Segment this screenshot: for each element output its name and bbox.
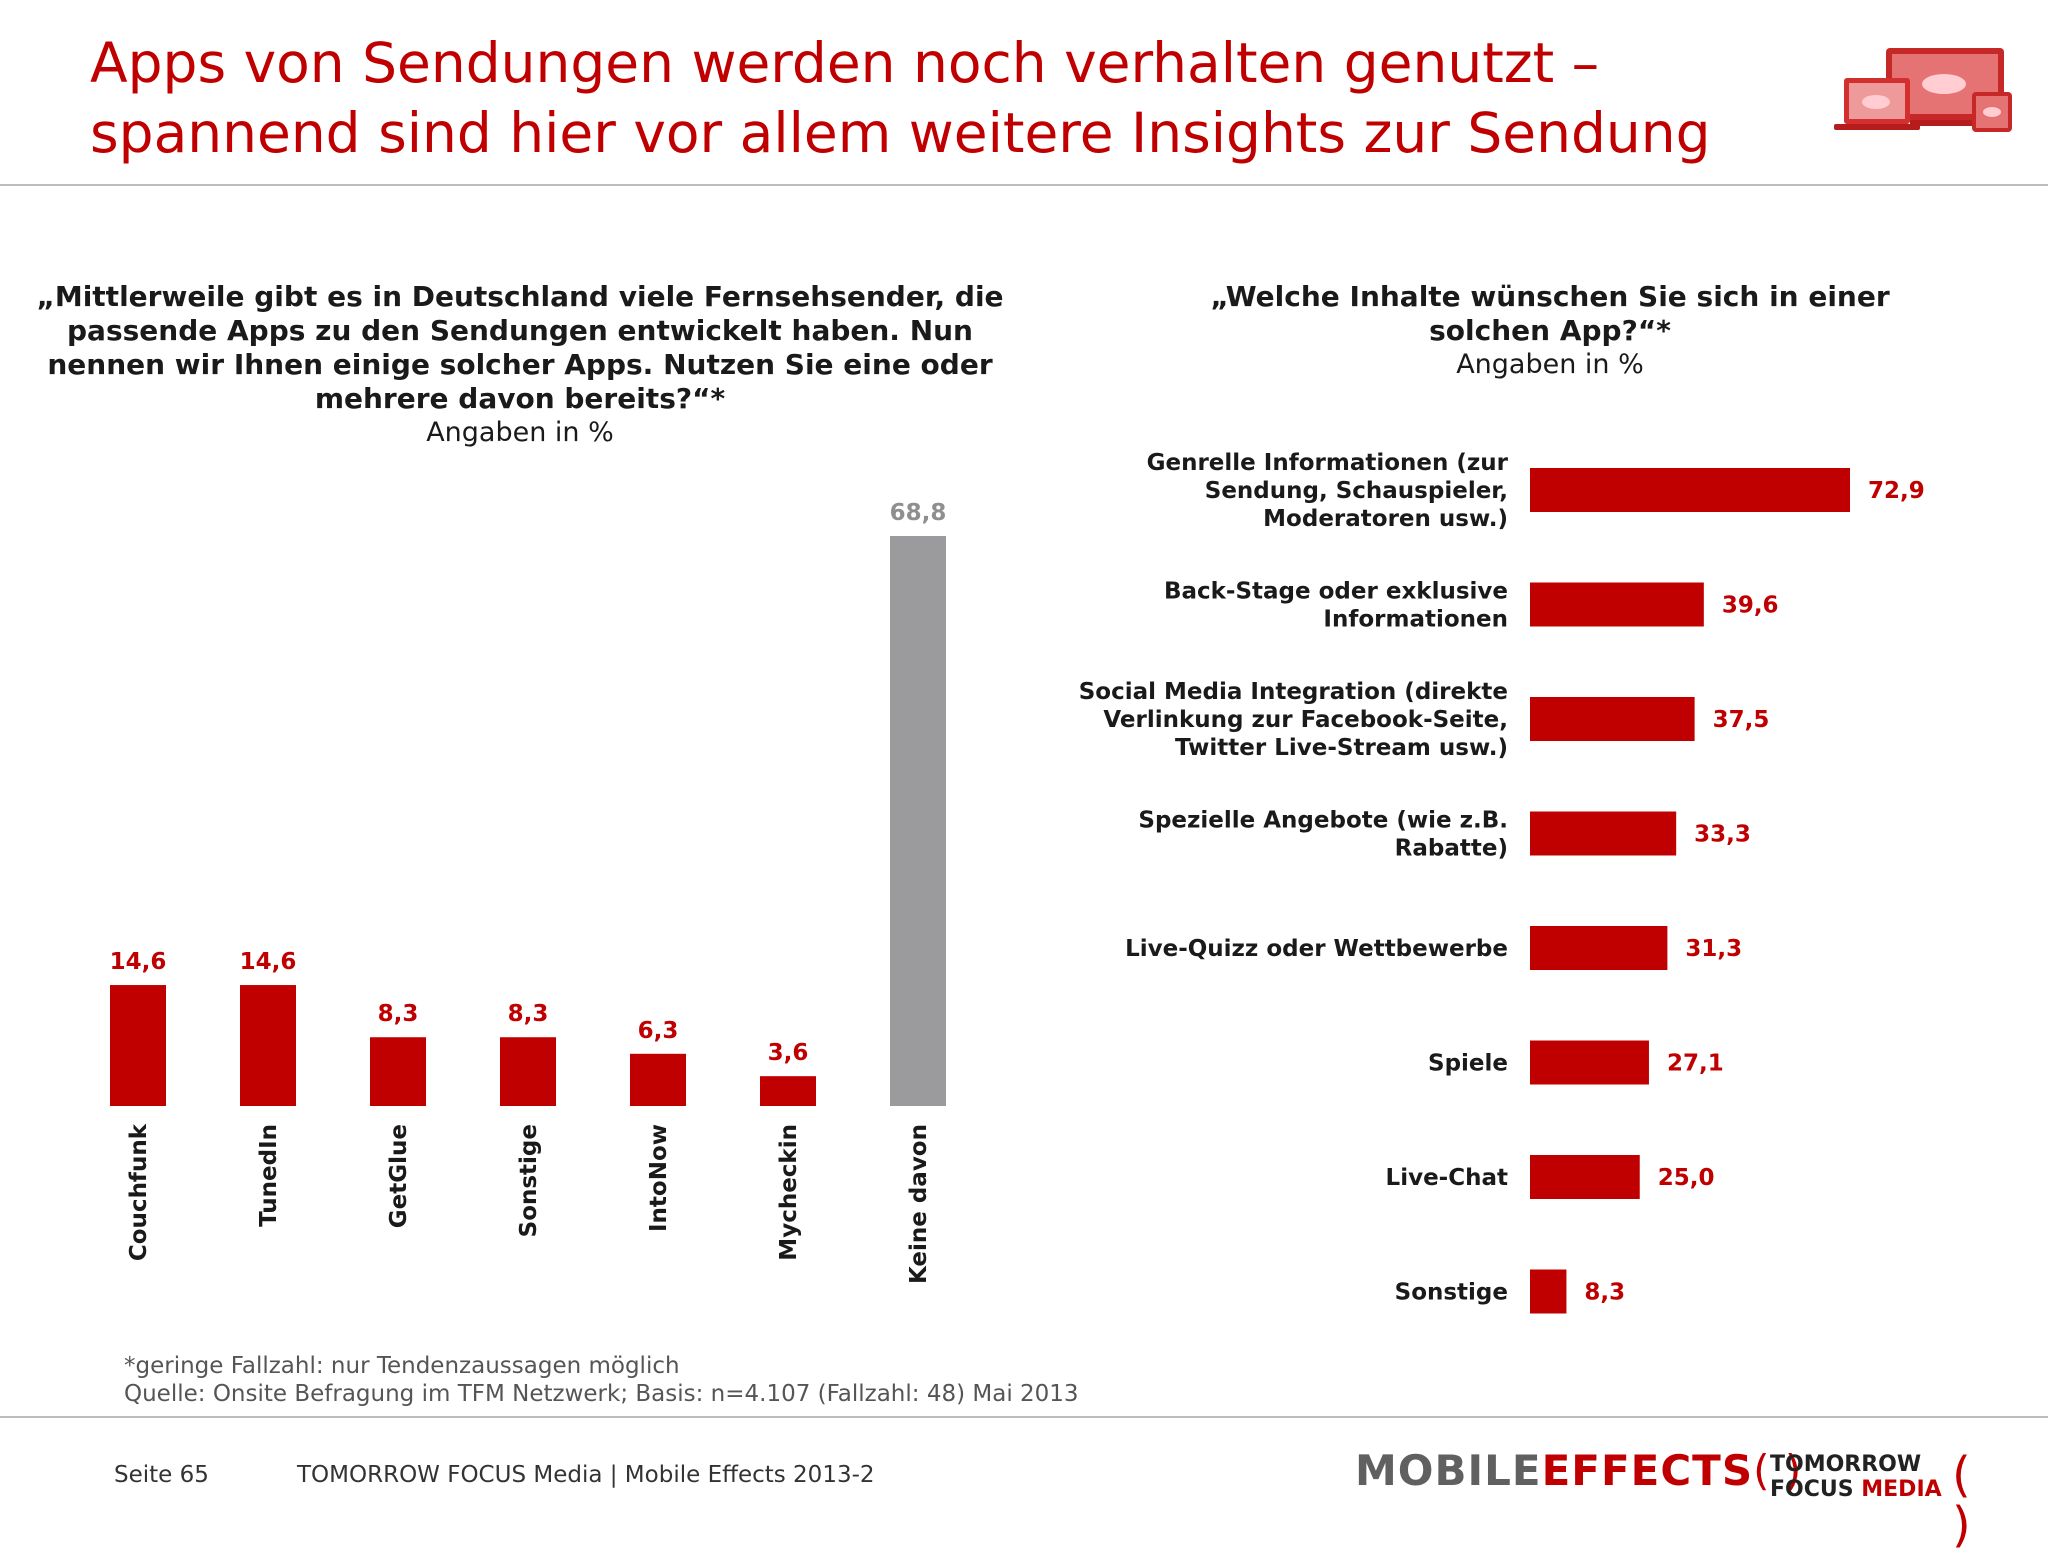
category-label-2: GetGlue <box>386 1124 412 1228</box>
hbar-category-label-0-2: Moderatoren usw.) <box>1263 506 1508 532</box>
left-question-line-4: mehrere davon bereits?“* <box>314 382 726 415</box>
right-question-unit: Angaben in % <box>1456 349 1644 380</box>
hbar-category-label-3-1: Rabatte) <box>1395 836 1508 862</box>
left-chart-question: „Mittlerweile gibt es in Deutschland vie… <box>30 280 1010 450</box>
hbar-category-label-1-1: Informationen <box>1323 607 1508 633</box>
title-line-2: spannend sind hier vor allem weitere Ins… <box>90 101 1711 165</box>
hbar-7 <box>1530 1269 1567 1314</box>
hbar-category-label-6-0: Live-Chat <box>1386 1165 1508 1191</box>
desired-content-bar-chart: 72,9 Genrelle Informationen (zurSendung, … <box>1079 450 1925 1314</box>
devices-logo-icon <box>1834 48 2012 132</box>
footnote-source: Quelle: Onsite Befragung im TFM Netzwerk… <box>124 1381 1079 1407</box>
footer-source: TOMORROW FOCUS Media | Mobile Effects 20… <box>297 1462 875 1488</box>
hbar-category-label-0-1: Sendung, Schauspieler, <box>1205 478 1508 504</box>
mobile-effects-logo: MOBILEEFFECTS( ) <box>1355 1446 1802 1495</box>
app-usage-bar-chart: 14,6 Couchfunk 14,6 TunedIn 8,3 GetGlue 8,3 Son… <box>110 500 947 1284</box>
hbar-category-label-2-1: Verlinkung zur Facebook-Seite, <box>1103 707 1508 733</box>
tfm-paren-icon: ( ) <box>1952 1447 1971 1553</box>
brand-paren-icon: ( ) <box>1753 1446 1803 1495</box>
hbar-value-label-4: 31,3 <box>1685 936 1742 962</box>
hbar-category-label-4-0: Live-Quizz oder Wettbewerbe <box>1125 936 1508 962</box>
bar-value-label-3: 8,3 <box>508 1001 549 1027</box>
category-label-5: Mycheckin <box>776 1124 802 1261</box>
hbar-0 <box>1530 468 1850 512</box>
page-number: Seite 65 <box>114 1462 209 1488</box>
hbar-value-label-1: 39,6 <box>1722 593 1779 619</box>
bar-value-label-1: 14,6 <box>240 949 297 975</box>
category-label-4: IntoNow <box>646 1124 672 1232</box>
tomorrow-focus-media-logo: TOMORROW FOCUS MEDIA ( ) <box>1770 1450 1971 1550</box>
hbar-value-label-5: 27,1 <box>1667 1051 1724 1077</box>
hbar-value-label-3: 33,3 <box>1694 822 1751 848</box>
title-line-1: Apps von Sendungen werden noch verhalten… <box>90 31 1600 95</box>
right-chart-question: „Welche Inhalte wünschen Sie sich in ein… <box>1100 280 2000 382</box>
hbar-value-label-6: 25,0 <box>1658 1165 1715 1191</box>
category-label-1: TunedIn <box>256 1124 282 1227</box>
bar-value-label-2: 8,3 <box>378 1001 419 1027</box>
tfm-media: MEDIA <box>1861 1477 1942 1502</box>
hbar-1 <box>1530 582 1704 627</box>
hbar-category-label-1-0: Back-Stage oder exklusive <box>1164 579 1508 605</box>
brand-mobile: MOBILE <box>1355 1446 1542 1495</box>
left-question-line-1: „Mittlerweile gibt es in Deutschland vie… <box>36 280 1004 313</box>
hbar-value-label-2: 37,5 <box>1713 707 1770 733</box>
bar-3 <box>500 1037 556 1106</box>
left-question-line-3: nennen wir Ihnen einige solcher Apps. Nu… <box>47 348 993 381</box>
hbar-3 <box>1530 811 1677 856</box>
hbar-category-label-2-0: Social Media Integration (direkte <box>1079 679 1508 705</box>
bar-2 <box>370 1037 426 1106</box>
hbar-category-label-5-0: Spiele <box>1428 1051 1508 1077</box>
top-divider <box>0 184 2048 186</box>
bar-0 <box>110 985 166 1106</box>
bar-value-label-6: 68,8 <box>890 500 947 526</box>
footnote: *geringe Fallzahl: nur Tendenzaussagen m… <box>124 1352 1079 1408</box>
left-question-unit: Angaben in % <box>426 417 614 448</box>
brand-effects: EFFECTS <box>1541 1446 1754 1495</box>
left-question-line-2: passende Apps zu den Sendungen entwickel… <box>67 314 973 347</box>
bar-value-label-5: 3,6 <box>768 1040 809 1066</box>
hbar-6 <box>1530 1155 1640 1199</box>
hbar-category-label-0-0: Genrelle Informationen (zur <box>1147 450 1509 476</box>
bar-1 <box>240 985 296 1106</box>
hbar-2 <box>1530 697 1695 741</box>
page-title: Apps von Sendungen werden noch verhalten… <box>90 28 1790 168</box>
hbar-4 <box>1530 926 1668 970</box>
bottom-divider <box>0 1416 2048 1418</box>
bar-6 <box>890 536 946 1106</box>
bar-value-label-0: 14,6 <box>110 949 167 975</box>
hbar-category-label-7-0: Sonstige <box>1395 1280 1508 1306</box>
right-question-line-2: solchen App?“* <box>1429 314 1671 347</box>
hbar-value-label-0: 72,9 <box>1868 478 1925 504</box>
hbar-5 <box>1530 1040 1649 1085</box>
footnote-line-1: *geringe Fallzahl: nur Tendenzaussagen m… <box>124 1353 680 1379</box>
bar-value-label-4: 6,3 <box>638 1018 679 1044</box>
category-label-0: Couchfunk <box>126 1123 152 1261</box>
hbar-category-label-3-0: Spezielle Angebote (wie z.B. <box>1138 808 1508 834</box>
category-label-6: Keine davon <box>906 1124 932 1284</box>
bar-4 <box>630 1053 686 1106</box>
tfm-line-1: TOMORROW <box>1770 1452 1922 1477</box>
tfm-focus: FOCUS <box>1770 1477 1854 1502</box>
category-label-3: Sonstige <box>516 1124 542 1237</box>
hbar-category-label-2-2: Twitter Live-Stream usw.) <box>1175 735 1508 761</box>
hbar-value-label-7: 8,3 <box>1584 1280 1625 1306</box>
bar-5 <box>760 1076 816 1106</box>
right-question-line-1: „Welche Inhalte wünschen Sie sich in ein… <box>1210 280 1890 313</box>
